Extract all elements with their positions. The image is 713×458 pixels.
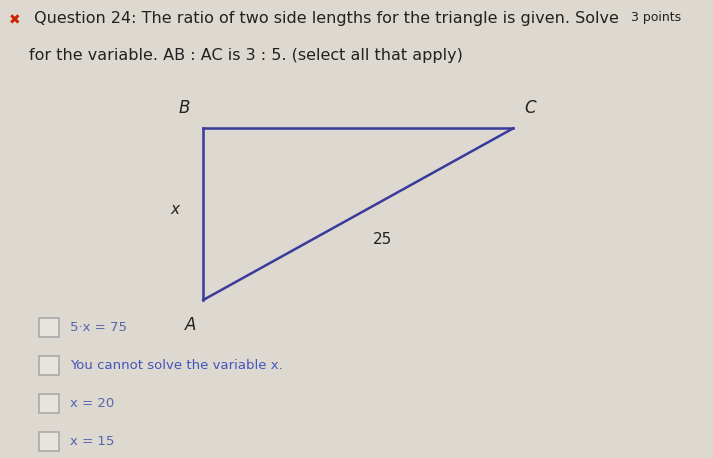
Text: for the variable. AB : AC is 3 : 5. (select all that apply): for the variable. AB : AC is 3 : 5. (sel… — [29, 48, 463, 63]
Text: You cannot solve the variable x.: You cannot solve the variable x. — [70, 359, 282, 372]
Text: x = 20: x = 20 — [70, 397, 114, 410]
Bar — [39, 394, 59, 413]
Bar — [39, 318, 59, 337]
Text: B: B — [179, 99, 190, 117]
Text: 5·x = 75: 5·x = 75 — [70, 321, 127, 334]
Text: 25: 25 — [372, 233, 391, 247]
Text: A: A — [185, 316, 196, 334]
Text: C: C — [524, 99, 535, 117]
Bar — [39, 432, 59, 451]
Text: 3 points: 3 points — [631, 11, 681, 24]
Text: Question 24: The ratio of two side lengths for the triangle is given. Solve: Question 24: The ratio of two side lengt… — [29, 11, 618, 27]
Text: x: x — [170, 202, 179, 217]
Text: ✖: ✖ — [9, 14, 21, 28]
Bar — [39, 356, 59, 375]
Text: x = 15: x = 15 — [70, 435, 114, 448]
